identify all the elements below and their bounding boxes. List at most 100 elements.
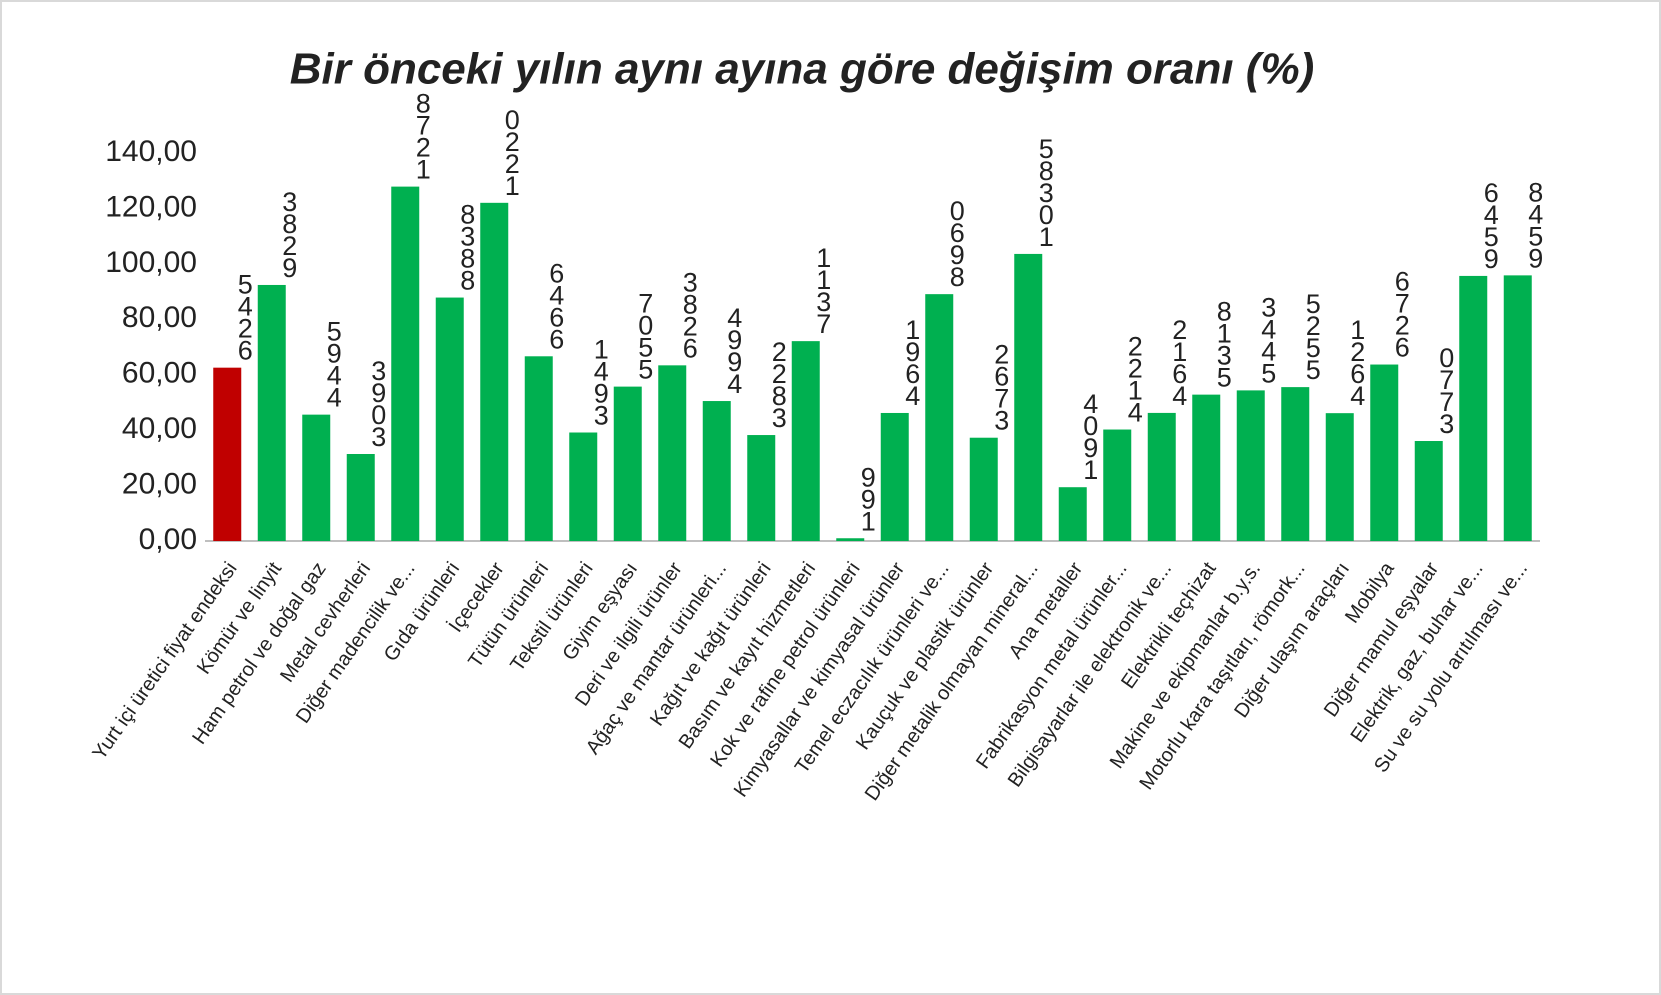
data-label-digit: 5 <box>1484 222 1499 252</box>
bar <box>836 538 865 541</box>
y-tick-label: 20,00 <box>122 467 197 500</box>
data-label-digit: 5 <box>1306 289 1321 319</box>
data-label-digit: 7 <box>416 111 431 141</box>
data-label-digit: 5 <box>1039 134 1054 164</box>
y-tick-label: 60,00 <box>122 357 197 390</box>
bar <box>1236 390 1265 541</box>
bar <box>925 294 954 541</box>
data-label-digit: 4 <box>1261 336 1276 366</box>
data-label-digit: 3 <box>994 406 1009 436</box>
data-label-digit: 4 <box>1083 389 1098 419</box>
y-tick-label: 140,00 <box>105 135 197 168</box>
data-label-digit: 4 <box>327 383 342 413</box>
data-label-digit: 4 <box>594 357 609 387</box>
bar <box>969 437 998 541</box>
y-tick-label: 0,00 <box>139 523 197 556</box>
data-label-digit: 6 <box>905 359 920 389</box>
data-label-digit: 0 <box>505 105 520 135</box>
data-label-digit: 0 <box>950 196 965 226</box>
data-label-digit: 9 <box>727 347 742 377</box>
data-label-digit: 5 <box>1306 355 1321 385</box>
data-label-digit: 4 <box>1528 199 1543 229</box>
bar <box>613 386 642 541</box>
bar <box>480 202 509 541</box>
data-label-digit: 1 <box>505 171 520 201</box>
data-label-digit: 3 <box>1439 409 1454 439</box>
bar <box>569 432 598 541</box>
data-label-digit: 1 <box>1217 319 1232 349</box>
data-label-digit: 7 <box>1439 365 1454 395</box>
data-label-digit: 7 <box>816 309 831 339</box>
data-label-digit: 2 <box>1306 311 1321 341</box>
data-label-digit: 2 <box>282 231 297 261</box>
data-label-digit: 3 <box>371 422 386 452</box>
data-label-digit: 4 <box>327 361 342 391</box>
data-label-digit: 0 <box>1439 343 1454 373</box>
data-label-digit: 5 <box>238 270 253 300</box>
data-label-digit: 2 <box>505 127 520 157</box>
data-label-digit: 9 <box>1083 433 1098 463</box>
data-label-digit: 9 <box>282 253 297 283</box>
chart-title: Bir önceki yılın aynı ayına göre değişim… <box>290 45 1315 94</box>
bar <box>524 356 553 541</box>
bar <box>213 367 242 541</box>
data-label-digit: 2 <box>683 311 698 341</box>
data-label-digit: 8 <box>1528 177 1543 207</box>
bar <box>302 414 331 541</box>
data-label-digit: 3 <box>594 401 609 431</box>
data-label-digit: 8 <box>460 200 475 230</box>
bar <box>346 454 375 541</box>
data-label-digit: 6 <box>549 302 564 332</box>
bar <box>1058 487 1087 541</box>
data-label-digit: 1 <box>905 315 920 345</box>
data-label-digit: 0 <box>638 311 653 341</box>
bar <box>1281 387 1310 541</box>
bar <box>880 412 909 541</box>
data-label-digit: 1 <box>816 265 831 295</box>
data-label-digit: 3 <box>1217 341 1232 371</box>
bar <box>658 365 687 541</box>
data-label-digit: 6 <box>1484 178 1499 208</box>
data-label-digit: 2 <box>1128 354 1143 384</box>
data-label-digit: 1 <box>594 335 609 365</box>
data-label-digit: 6 <box>683 333 698 363</box>
data-label-digit: 4 <box>1350 381 1365 411</box>
data-label-digit: 7 <box>638 289 653 319</box>
data-label-digit: 0 <box>1083 411 1098 441</box>
data-label-digit: 4 <box>1484 200 1499 230</box>
data-label-digit: 5 <box>1261 358 1276 388</box>
data-label-digit: 4 <box>727 303 742 333</box>
y-tick-label: 40,00 <box>122 412 197 445</box>
data-label-digit: 9 <box>1528 243 1543 273</box>
data-label-digit: 3 <box>371 356 386 386</box>
data-label-digit: 4 <box>238 292 253 322</box>
data-label-digit: 1 <box>416 155 431 185</box>
data-label-digit: 8 <box>772 381 787 411</box>
bar <box>702 401 731 541</box>
data-label-digit: 9 <box>905 337 920 367</box>
data-label-digit: 3 <box>1261 292 1276 322</box>
data-label-digit: 9 <box>727 325 742 355</box>
bar <box>1370 364 1399 541</box>
data-label-digit: 1 <box>816 243 831 273</box>
data-label-digit: 8 <box>460 266 475 296</box>
data-label-digit: 6 <box>950 218 965 248</box>
data-label-digit: 4 <box>905 381 920 411</box>
data-label-digit: 8 <box>416 89 431 119</box>
data-label-digit: 0 <box>371 400 386 430</box>
data-label-digit: 8 <box>460 244 475 274</box>
data-label-digit: 4 <box>727 369 742 399</box>
